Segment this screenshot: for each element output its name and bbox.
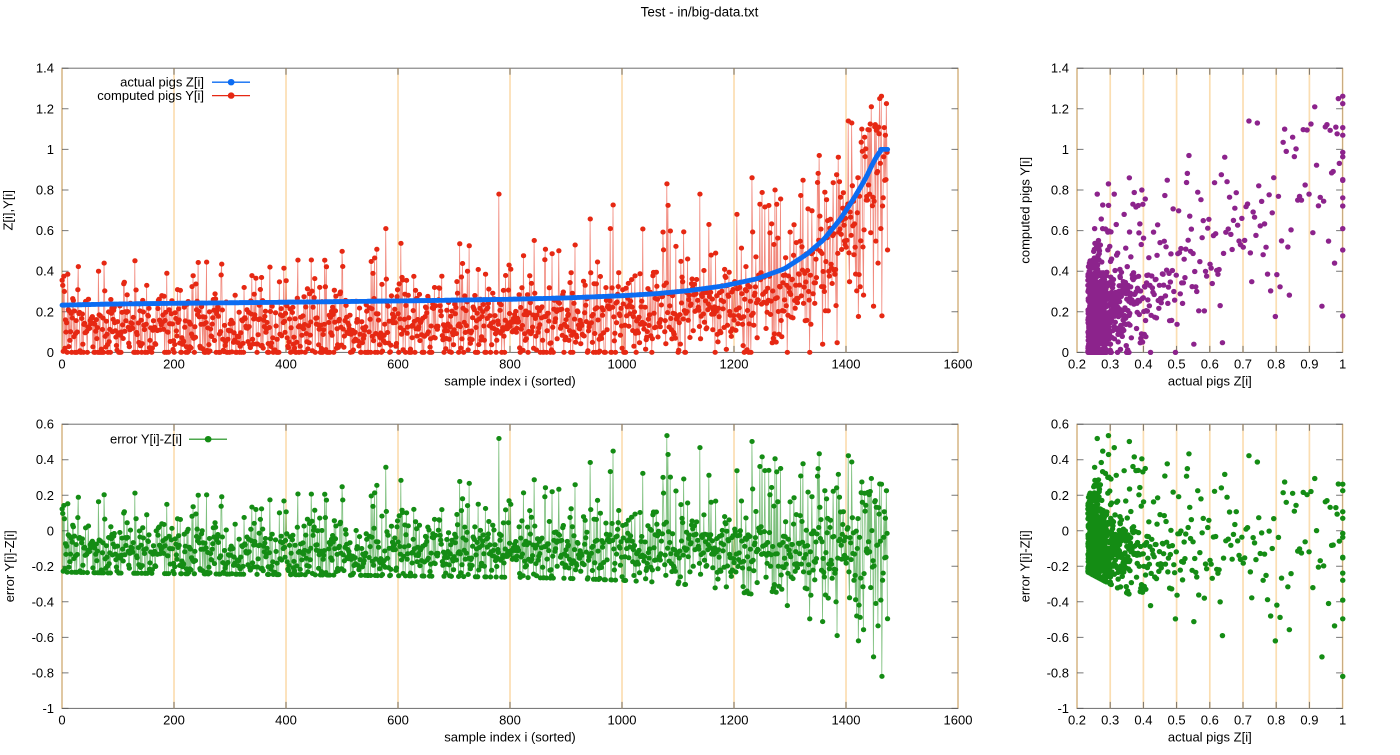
svg-text:0.2: 0.2 [1051,488,1069,503]
svg-text:0.2: 0.2 [36,488,54,503]
svg-text:Test - in/big-data.txt: Test - in/big-data.txt [641,4,759,19]
svg-text:0: 0 [58,712,65,727]
svg-text:1: 1 [1339,712,1346,727]
svg-text:actual pigs Z[i]: actual pigs Z[i] [1168,729,1252,744]
svg-text:0.6: 0.6 [1201,712,1219,727]
svg-text:0.6: 0.6 [1051,417,1069,432]
svg-text:400: 400 [275,712,297,727]
svg-text:0.7: 0.7 [1234,712,1252,727]
svg-text:-0.2: -0.2 [1047,559,1069,574]
svg-text:600: 600 [387,356,409,371]
svg-text:-1: -1 [42,701,54,716]
svg-text:0.8: 0.8 [36,183,54,198]
svg-text:0.6: 0.6 [1051,223,1069,238]
svg-text:0.6: 0.6 [36,417,54,432]
svg-text:0.4: 0.4 [36,264,54,279]
svg-text:computed pigs Y[i]: computed pigs Y[i] [1018,157,1033,264]
svg-text:0: 0 [1062,523,1069,538]
svg-text:-0.8: -0.8 [32,665,54,680]
svg-text:0: 0 [47,345,54,360]
svg-text:0.9: 0.9 [1300,356,1318,371]
svg-text:-1: -1 [1057,701,1069,716]
svg-text:0.3: 0.3 [1101,712,1119,727]
svg-text:error Y[i]-Z[i]: error Y[i]-Z[i] [2,530,17,602]
svg-text:1.2: 1.2 [36,101,54,116]
svg-text:0: 0 [58,356,65,371]
svg-text:1000: 1000 [608,356,637,371]
svg-text:-0.6: -0.6 [1047,630,1069,645]
svg-text:0.4: 0.4 [36,452,54,467]
svg-text:0.2: 0.2 [1051,304,1069,319]
svg-text:0.4: 0.4 [1051,452,1069,467]
svg-text:sample index i (sorted): sample index i (sorted) [444,373,576,388]
svg-text:1000: 1000 [608,712,637,727]
svg-text:0.6: 0.6 [36,223,54,238]
svg-text:0.2: 0.2 [1068,356,1086,371]
svg-text:1: 1 [1062,142,1069,157]
svg-text:0.4: 0.4 [1051,264,1069,279]
svg-text:1.4: 1.4 [36,61,54,76]
svg-text:0.5: 0.5 [1168,712,1186,727]
svg-text:400: 400 [275,356,297,371]
svg-text:0.2: 0.2 [1068,712,1086,727]
svg-text:0.3: 0.3 [1101,356,1119,371]
svg-text:0: 0 [1062,345,1069,360]
svg-text:1600: 1600 [944,712,973,727]
svg-text:-0.2: -0.2 [32,559,54,574]
svg-text:0.6: 0.6 [1201,356,1219,371]
svg-text:0.4: 0.4 [1134,712,1152,727]
svg-text:200: 200 [163,712,185,727]
svg-text:1600: 1600 [944,356,973,371]
svg-text:800: 800 [499,712,521,727]
svg-text:0.8: 0.8 [1051,183,1069,198]
svg-text:0.7: 0.7 [1234,356,1252,371]
svg-text:0.8: 0.8 [1267,356,1285,371]
svg-text:error Y[i]-Z[i]: error Y[i]-Z[i] [1018,530,1033,602]
svg-text:computed pigs Y[i]: computed pigs Y[i] [97,88,204,103]
svg-text:actual pigs Z[i]: actual pigs Z[i] [1168,373,1252,388]
svg-text:0.2: 0.2 [36,304,54,319]
svg-text:1: 1 [1339,356,1346,371]
svg-text:-0.4: -0.4 [32,594,54,609]
svg-text:0: 0 [47,523,54,538]
svg-text:0.4: 0.4 [1134,356,1152,371]
svg-text:800: 800 [499,356,521,371]
svg-text:actual pigs Z[i]: actual pigs Z[i] [120,75,204,90]
svg-text:1.4: 1.4 [1051,61,1069,76]
svg-text:0.8: 0.8 [1267,712,1285,727]
svg-text:0.9: 0.9 [1300,712,1318,727]
svg-text:1400: 1400 [832,356,861,371]
svg-text:-0.8: -0.8 [1047,665,1069,680]
svg-text:600: 600 [387,712,409,727]
svg-text:-0.6: -0.6 [32,630,54,645]
svg-text:error Y[i]-Z[i]: error Y[i]-Z[i] [110,432,182,447]
svg-text:sample index i (sorted): sample index i (sorted) [444,729,576,744]
svg-text:0.5: 0.5 [1168,356,1186,371]
svg-text:200: 200 [163,356,185,371]
svg-text:1200: 1200 [720,356,749,371]
svg-text:1400: 1400 [832,712,861,727]
svg-text:1200: 1200 [720,712,749,727]
svg-text:-0.4: -0.4 [1047,594,1069,609]
svg-text:1: 1 [47,142,54,157]
svg-text:Z[i],Y[i]: Z[i],Y[i] [1,190,16,230]
svg-text:1.2: 1.2 [1051,101,1069,116]
